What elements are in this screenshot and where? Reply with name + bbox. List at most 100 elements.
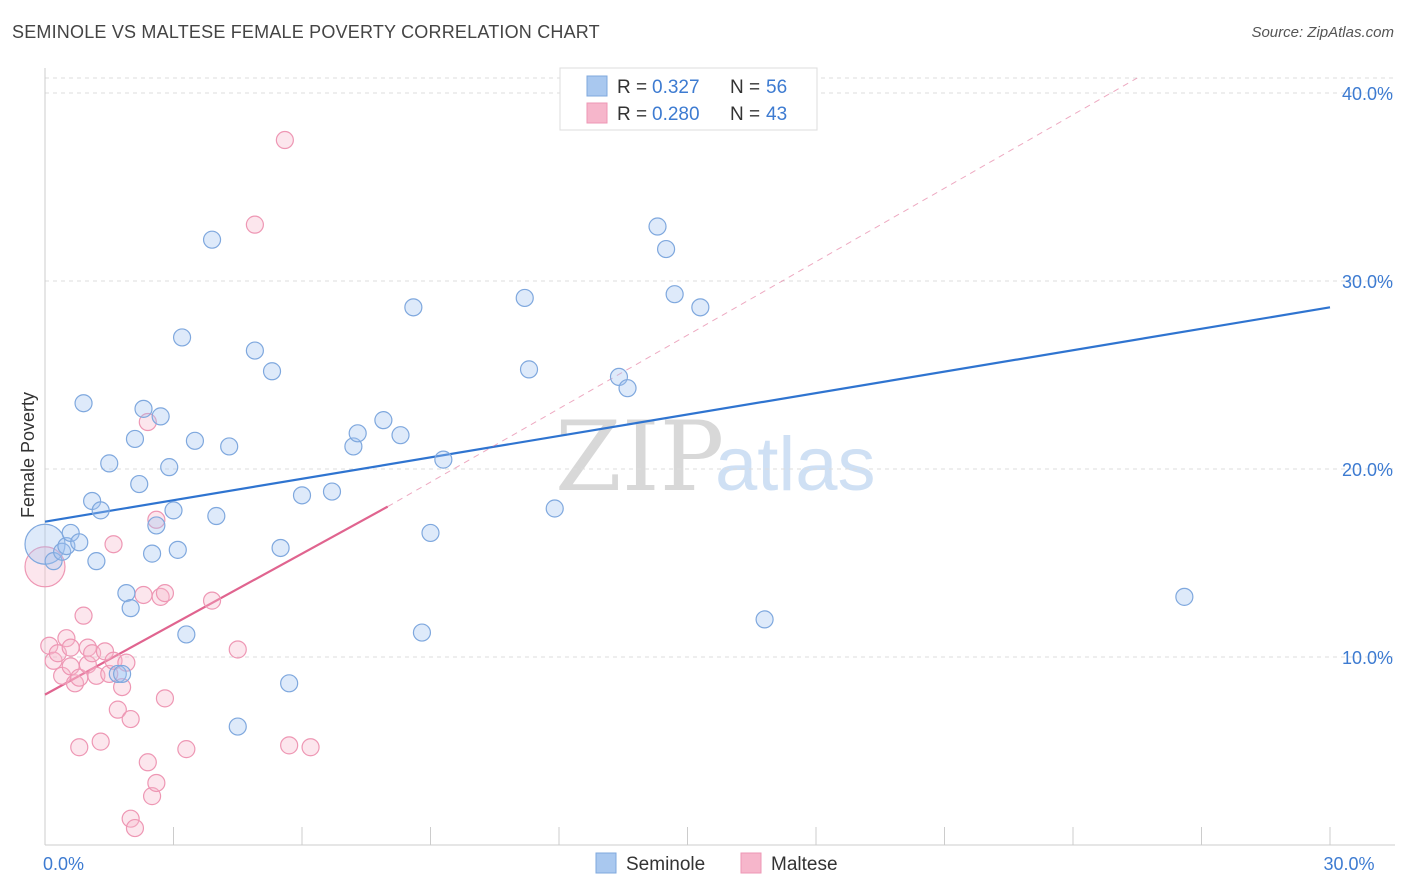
seminole-point bbox=[374, 411, 393, 430]
seminole-point bbox=[160, 458, 179, 477]
seminole-point bbox=[177, 625, 196, 644]
seminole-point bbox=[130, 474, 149, 494]
correlation-legend: R = 0.327 N = 56 R = 0.280 N = 43 bbox=[559, 67, 818, 131]
legend-r-value-maltese: 0.280 bbox=[652, 104, 700, 125]
y-tick-label: 30.0% bbox=[1342, 272, 1393, 292]
maltese-point bbox=[155, 583, 175, 603]
y-tick-label: 20.0% bbox=[1342, 460, 1393, 480]
seminole-point bbox=[87, 552, 106, 571]
maltese-point bbox=[108, 700, 127, 719]
y-tick-label: 10.0% bbox=[1342, 648, 1393, 668]
maltese-point bbox=[275, 130, 294, 150]
maltese-point bbox=[91, 732, 110, 751]
maltese-point bbox=[147, 773, 166, 793]
seminole-point bbox=[665, 285, 684, 304]
seminole-point bbox=[172, 328, 192, 347]
seminole-point bbox=[151, 407, 170, 426]
seminole-point bbox=[91, 501, 110, 520]
seminole-point bbox=[618, 379, 637, 398]
seminole-point bbox=[142, 544, 162, 563]
seminole-trend-line bbox=[44, 306, 1331, 523]
seminole-point bbox=[292, 486, 312, 505]
legend-swatch-maltese bbox=[586, 102, 608, 124]
seminole-point bbox=[100, 454, 119, 473]
seminole-point bbox=[755, 610, 774, 629]
seminole-point bbox=[434, 450, 453, 469]
maltese-point bbox=[147, 510, 166, 529]
maltese-point bbox=[245, 215, 264, 234]
seminole-point bbox=[271, 538, 290, 558]
seminole-point bbox=[125, 429, 145, 449]
seminole-point bbox=[391, 426, 410, 445]
seminole-point bbox=[648, 217, 667, 236]
source-credit: Source: ZipAtlas.com bbox=[1251, 24, 1394, 41]
maltese-point bbox=[134, 585, 153, 605]
maltese-point bbox=[228, 640, 247, 659]
seminole-point bbox=[121, 599, 140, 618]
series-legend-swatch-seminole bbox=[595, 852, 617, 874]
watermark-atlas: atlas bbox=[715, 422, 876, 507]
chart-title: SEMINOLE VS MALTESE FEMALE POVERTY CORRE… bbox=[12, 22, 600, 42]
data-points bbox=[24, 130, 1194, 838]
seminole-point bbox=[348, 424, 367, 443]
seminole-point bbox=[545, 499, 564, 518]
seminole-point bbox=[404, 298, 423, 317]
seminole-point bbox=[280, 674, 299, 693]
tick-labels: 10.0% 20.0% 30.0% 40.0% 0.0% 30.0% bbox=[43, 84, 1393, 874]
seminole-point bbox=[207, 506, 226, 526]
legend-swatch-seminole bbox=[586, 75, 608, 97]
maltese-trend-line bbox=[44, 505, 389, 696]
maltese-point bbox=[177, 740, 196, 759]
seminole-point bbox=[70, 533, 89, 552]
maltese-point bbox=[301, 738, 320, 757]
y-tick-label: 40.0% bbox=[1342, 84, 1393, 104]
seminole-point bbox=[691, 298, 710, 317]
series-legend-label-seminole: Seminole bbox=[626, 854, 705, 875]
trend-lines bbox=[44, 77, 1331, 696]
seminole-point bbox=[515, 288, 534, 308]
maltese-point bbox=[202, 591, 222, 610]
legend-n-label-seminole: N = bbox=[730, 77, 760, 98]
seminole-point bbox=[220, 437, 239, 456]
maltese-point bbox=[155, 689, 175, 708]
seminole-point bbox=[117, 583, 136, 603]
gridlines bbox=[45, 77, 1395, 658]
y-axis-label: Female Poverty bbox=[18, 392, 38, 518]
seminole-point bbox=[245, 341, 264, 360]
seminole-point bbox=[228, 717, 247, 736]
maltese-point bbox=[121, 809, 140, 828]
seminole-point bbox=[164, 501, 183, 520]
maltese-point bbox=[104, 535, 123, 554]
maltese-point bbox=[138, 753, 157, 772]
watermark-zip: ZIP bbox=[555, 401, 724, 513]
legend-n-value-maltese: 43 bbox=[766, 104, 787, 125]
maltese-point bbox=[125, 818, 145, 838]
maltese-point bbox=[61, 638, 80, 657]
maltese-point bbox=[74, 606, 93, 625]
maltese-trend-extension bbox=[387, 77, 1138, 508]
legend-n-label-maltese: N = bbox=[730, 104, 760, 125]
x-tick-label: 30.0% bbox=[1323, 854, 1374, 874]
legend-r-label-seminole: R = bbox=[617, 77, 647, 98]
series-legend: Seminole Maltese bbox=[595, 852, 838, 875]
seminole-point bbox=[322, 482, 342, 501]
series-legend-label-maltese: Maltese bbox=[771, 854, 838, 875]
seminole-point bbox=[74, 394, 93, 413]
maltese-point bbox=[280, 736, 299, 755]
seminole-point bbox=[185, 431, 205, 450]
seminole-point bbox=[108, 664, 127, 684]
seminole-point bbox=[656, 239, 676, 259]
seminole-point bbox=[168, 540, 187, 559]
seminole-point bbox=[147, 516, 166, 535]
legend-r-label-maltese: R = bbox=[617, 104, 647, 125]
watermark: ZIP atlas bbox=[555, 401, 876, 513]
x-tick-label: 0.0% bbox=[43, 854, 84, 874]
seminole-point bbox=[412, 623, 432, 642]
seminole-point bbox=[1175, 587, 1194, 606]
series-legend-swatch-maltese bbox=[740, 852, 762, 874]
seminole-point bbox=[202, 230, 222, 249]
seminole-point bbox=[421, 523, 440, 543]
maltese-point bbox=[57, 629, 76, 648]
maltese-point bbox=[121, 709, 140, 729]
